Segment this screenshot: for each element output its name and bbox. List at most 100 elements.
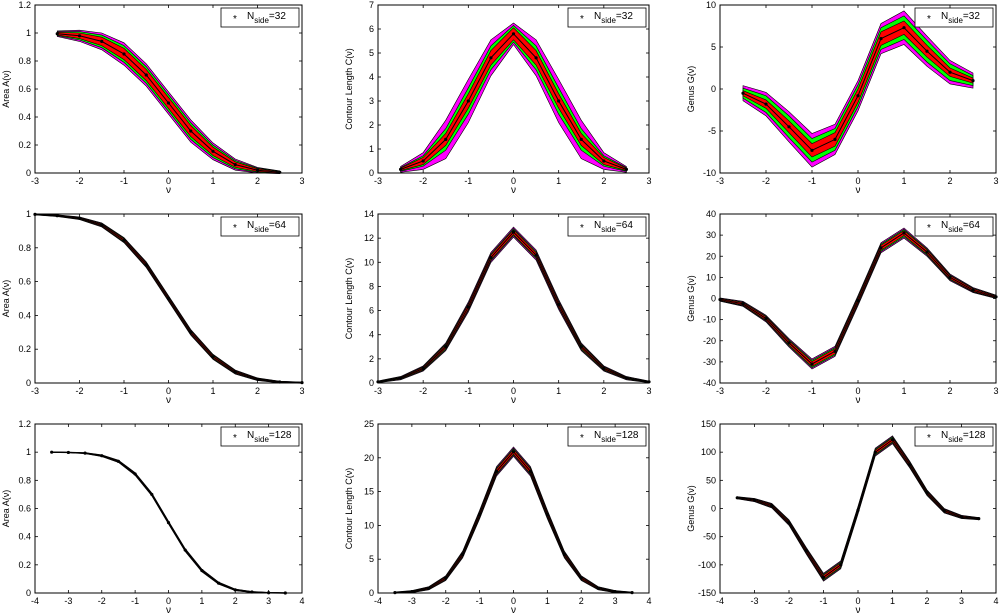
y-tick-label: 5 bbox=[369, 48, 374, 58]
data-point bbox=[511, 230, 516, 234]
data-point bbox=[534, 253, 538, 257]
x-tick-label: 3 bbox=[993, 176, 998, 186]
legend-value: =64 bbox=[963, 220, 980, 231]
data-point bbox=[971, 288, 975, 292]
y-tick-label: 1.2 bbox=[18, 419, 31, 429]
x-axis-label: ν bbox=[166, 395, 171, 406]
x-tick-label: 0 bbox=[855, 596, 860, 606]
x-tick-label: 2 bbox=[947, 386, 952, 396]
data-point bbox=[534, 56, 538, 60]
x-tick-label: 3 bbox=[646, 386, 651, 396]
data-point bbox=[55, 32, 59, 36]
y-tick-label: 0 bbox=[26, 588, 31, 598]
band1-area bbox=[400, 27, 627, 171]
y-tick-label: 4 bbox=[369, 72, 374, 82]
data-point bbox=[233, 370, 237, 374]
legend-symbol: N bbox=[941, 220, 948, 231]
legend-value: =64 bbox=[269, 220, 286, 231]
y-tick-label: 0.8 bbox=[18, 56, 31, 66]
band1-area bbox=[719, 230, 997, 367]
band3-area bbox=[400, 22, 627, 173]
y-tick-label: 6 bbox=[369, 306, 374, 316]
legend-symbol: N bbox=[941, 430, 948, 441]
x-tick-label: 3 bbox=[299, 386, 304, 396]
data-point bbox=[925, 250, 929, 254]
legend-box bbox=[567, 426, 647, 447]
data-point bbox=[489, 56, 493, 60]
data-point bbox=[948, 275, 952, 279]
legend-symbol: N bbox=[941, 11, 948, 22]
x-tick-label: -3 bbox=[374, 386, 382, 396]
x-tick-label: 1 bbox=[901, 386, 906, 396]
data-point bbox=[461, 552, 465, 557]
data-point bbox=[466, 305, 470, 309]
band3-area bbox=[394, 446, 633, 594]
y-tick-label: -5 bbox=[708, 126, 716, 136]
y-tick-label: 50 bbox=[706, 475, 716, 485]
legend-label: Nside=128 bbox=[941, 430, 986, 444]
x-tick-label: -2 bbox=[75, 386, 83, 396]
x-tick-label: 1 bbox=[545, 596, 550, 606]
x-tick-label: 2 bbox=[601, 386, 606, 396]
legend-box bbox=[220, 7, 300, 28]
x-axis-label: ν bbox=[856, 395, 861, 406]
legend-marker: * bbox=[927, 433, 931, 444]
data-point bbox=[444, 137, 448, 141]
x-tick-label: -3 bbox=[716, 176, 724, 186]
data-point bbox=[821, 575, 826, 579]
data-point bbox=[959, 515, 964, 519]
panel-2: -3 -2 -1 0 1 2 3 0 1 2 3 4 5 6 7 ν Contour Length C(ν) * N… bbox=[344, 0, 652, 196]
data-point bbox=[211, 355, 215, 359]
band1-area bbox=[742, 20, 974, 158]
y-tick-label: 0.6 bbox=[18, 84, 31, 94]
band3-area bbox=[377, 226, 650, 383]
x-tick-label: 4 bbox=[993, 596, 998, 606]
data-point bbox=[810, 148, 814, 152]
y-tick-label: 14 bbox=[364, 209, 374, 219]
data-point bbox=[735, 496, 739, 500]
x-tick-label: 3 bbox=[646, 176, 651, 186]
x-tick-label: -4 bbox=[31, 596, 39, 606]
x-tick-label: 1 bbox=[210, 386, 215, 396]
legend-subscript: side bbox=[948, 225, 963, 234]
x-axis-label: ν bbox=[856, 185, 861, 196]
y-tick-label: 20 bbox=[364, 453, 374, 463]
y-tick-label: 15 bbox=[364, 487, 374, 497]
data-point bbox=[427, 586, 431, 590]
legend-label: Nside=32 bbox=[941, 11, 980, 25]
data-point bbox=[579, 345, 583, 349]
data-point bbox=[233, 588, 237, 592]
data-point bbox=[902, 26, 906, 30]
data-point bbox=[189, 129, 193, 133]
data-point bbox=[971, 79, 975, 83]
data-point bbox=[810, 362, 814, 366]
legend-value: =128 bbox=[616, 430, 639, 441]
x-tick-label: 4 bbox=[299, 596, 304, 606]
x-axis-label: ν bbox=[511, 605, 516, 614]
y-tick-label: -150 bbox=[698, 588, 716, 598]
x-tick-label: 1 bbox=[556, 176, 561, 186]
x-tick-label: 0 bbox=[166, 386, 171, 396]
legend-subscript: side bbox=[601, 225, 616, 234]
data-point bbox=[925, 49, 929, 53]
x-tick-label: -1 bbox=[120, 176, 128, 186]
data-point bbox=[100, 39, 104, 44]
y-tick-label: -30 bbox=[703, 357, 716, 367]
band2-area bbox=[394, 447, 633, 594]
data-point bbox=[444, 576, 448, 580]
data-point bbox=[122, 52, 126, 56]
x-tick-label: 2 bbox=[601, 176, 606, 186]
y-tick-label: 3 bbox=[369, 96, 374, 106]
y-tick-label: 8 bbox=[369, 281, 374, 291]
data-point bbox=[764, 316, 768, 321]
y-tick-label: 0.8 bbox=[18, 475, 31, 485]
y-tick-label: 0 bbox=[26, 378, 31, 388]
y-tick-label: 1 bbox=[369, 144, 374, 154]
data-point bbox=[421, 366, 425, 371]
y-axis-label: Area A(ν) bbox=[1, 70, 11, 108]
data-point bbox=[150, 492, 154, 497]
y-tick-label: 150 bbox=[701, 419, 716, 429]
x-tick-label: -1 bbox=[464, 386, 472, 396]
x-tick-label: -1 bbox=[464, 176, 472, 186]
